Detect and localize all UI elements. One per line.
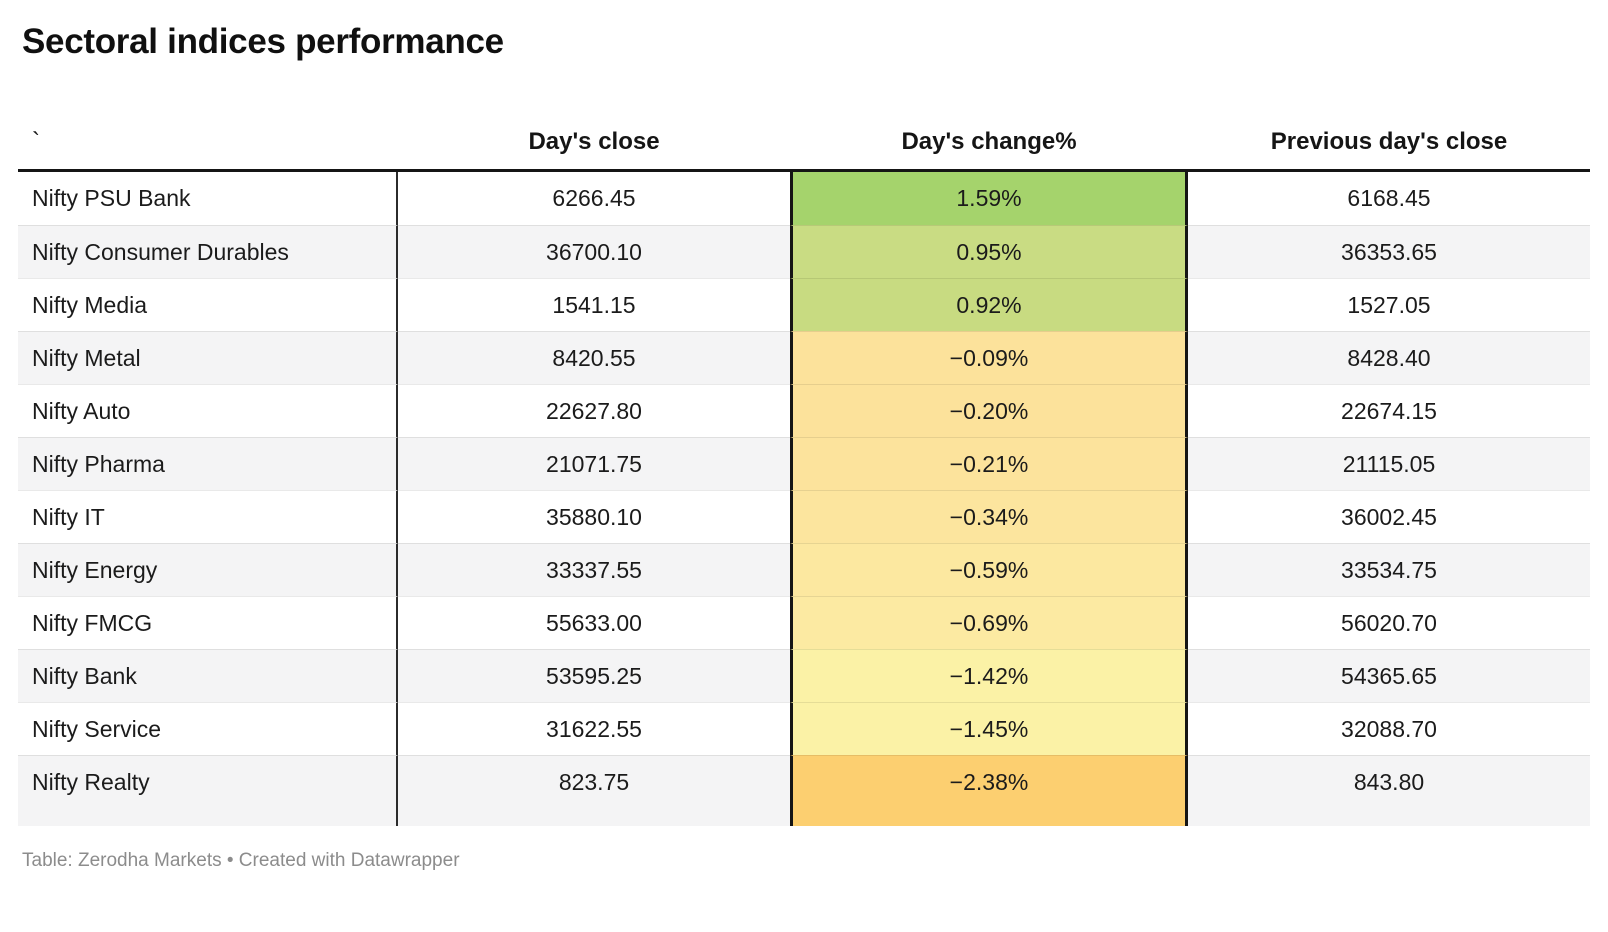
table-row: Nifty Service 31622.55 −1.45% 32088.70 bbox=[18, 702, 1590, 755]
table-row: Nifty Consumer Durables 36700.10 0.95% 3… bbox=[18, 225, 1590, 278]
days-change-cell: 0.95% bbox=[790, 225, 1188, 278]
prev-close-cell: 32088.70 bbox=[1188, 702, 1590, 755]
table-row: Nifty IT 35880.10 −0.34% 36002.45 bbox=[18, 490, 1590, 543]
index-name-cell: Nifty Metal bbox=[18, 331, 398, 384]
table-body: Nifty PSU Bank 6266.45 1.59% 6168.45 Nif… bbox=[18, 172, 1590, 826]
prev-close-cell: 33534.75 bbox=[1188, 543, 1590, 596]
days-change-cell: −0.59% bbox=[790, 543, 1188, 596]
prev-close-cell: 8428.40 bbox=[1188, 331, 1590, 384]
days-change-cell: −2.38% bbox=[790, 755, 1188, 826]
column-header-days-close: Day's close bbox=[528, 128, 660, 155]
days-change-cell: 0.92% bbox=[790, 278, 1188, 331]
index-name-cell: Nifty FMCG bbox=[18, 596, 398, 649]
index-name-cell: Nifty IT bbox=[18, 490, 398, 543]
days-close-cell: 55633.00 bbox=[398, 596, 790, 649]
sectoral-indices-table: ` Day's close Day's change% Previous day… bbox=[18, 110, 1590, 826]
table-row: Nifty Realty 823.75 −2.38% 843.80 bbox=[18, 755, 1590, 826]
table-row: Nifty Energy 33337.55 −0.59% 33534.75 bbox=[18, 543, 1590, 596]
prev-close-cell: 843.80 bbox=[1188, 755, 1590, 826]
table-row: Nifty PSU Bank 6266.45 1.59% 6168.45 bbox=[18, 172, 1590, 225]
index-name-cell: Nifty Pharma bbox=[18, 437, 398, 490]
prev-close-cell: 54365.65 bbox=[1188, 649, 1590, 702]
days-close-cell: 35880.10 bbox=[398, 490, 790, 543]
index-name-cell: Nifty Consumer Durables bbox=[18, 225, 398, 278]
days-close-cell: 6266.45 bbox=[552, 185, 636, 211]
attribution: Table: Zerodha Markets • Created with Da… bbox=[22, 850, 460, 871]
days-change-cell: 1.59% bbox=[790, 172, 1188, 225]
index-name-cell: Nifty PSU Bank bbox=[18, 172, 398, 225]
days-change-cell: −1.45% bbox=[790, 702, 1188, 755]
days-change-cell: −0.20% bbox=[790, 384, 1188, 437]
days-close-cell: 21071.75 bbox=[398, 437, 790, 490]
days-change-cell: −1.42% bbox=[790, 649, 1188, 702]
days-close-cell: 36700.10 bbox=[398, 225, 790, 278]
column-header-index-name: ` bbox=[32, 128, 40, 155]
index-name-cell: Nifty Service bbox=[18, 702, 398, 755]
table-row: Nifty Pharma 21071.75 −0.21% 21115.05 bbox=[18, 437, 1590, 490]
prev-close-cell: 1527.05 bbox=[1188, 278, 1590, 331]
days-close-cell: 22627.80 bbox=[398, 384, 790, 437]
days-close-cell: 31622.55 bbox=[398, 702, 790, 755]
prev-close-cell: 56020.70 bbox=[1188, 596, 1590, 649]
days-change-cell: −0.09% bbox=[790, 331, 1188, 384]
days-close-cell: 823.75 bbox=[398, 755, 790, 826]
column-header-days-change: Day's change% bbox=[901, 128, 1077, 155]
prev-close-cell: 22674.15 bbox=[1188, 384, 1590, 437]
prev-close-cell: 36353.65 bbox=[1188, 225, 1590, 278]
days-close-cell: 8420.55 bbox=[398, 331, 790, 384]
prev-close-cell: 36002.45 bbox=[1188, 490, 1590, 543]
column-header-previous-close: Previous day's close bbox=[1270, 128, 1508, 155]
days-close-cell: 1541.15 bbox=[398, 278, 790, 331]
table-row: Nifty Auto 22627.80 −0.20% 22674.15 bbox=[18, 384, 1590, 437]
days-close-cell: 33337.55 bbox=[398, 543, 790, 596]
datawrapper-table-page: Sectoral indices performance ` Day's clo… bbox=[0, 18, 1608, 872]
table-row: Nifty FMCG 55633.00 −0.69% 56020.70 bbox=[18, 596, 1590, 649]
prev-close-cell: 21115.05 bbox=[1188, 437, 1590, 490]
days-change-cell: −0.34% bbox=[790, 490, 1188, 543]
page-title: Sectoral indices performance bbox=[22, 22, 504, 61]
days-change-cell: −0.21% bbox=[790, 437, 1188, 490]
index-name-cell: Nifty Auto bbox=[18, 384, 398, 437]
days-change-cell: −0.69% bbox=[790, 596, 1188, 649]
table-row: Nifty Media 1541.15 0.92% 1527.05 bbox=[18, 278, 1590, 331]
table-row: Nifty Metal 8420.55 −0.09% 8428.40 bbox=[18, 331, 1590, 384]
index-name-cell: Nifty Energy bbox=[18, 543, 398, 596]
index-name-cell: Nifty Realty bbox=[18, 755, 398, 826]
table-row: Nifty Bank 53595.25 −1.42% 54365.65 bbox=[18, 649, 1590, 702]
index-name-cell: Nifty Media bbox=[18, 278, 398, 331]
table-header-row: ` Day's close Day's change% Previous day… bbox=[18, 110, 1590, 172]
days-close-cell: 53595.25 bbox=[398, 649, 790, 702]
index-name-cell: Nifty Bank bbox=[18, 649, 398, 702]
prev-close-cell: 6168.45 bbox=[1347, 185, 1431, 211]
